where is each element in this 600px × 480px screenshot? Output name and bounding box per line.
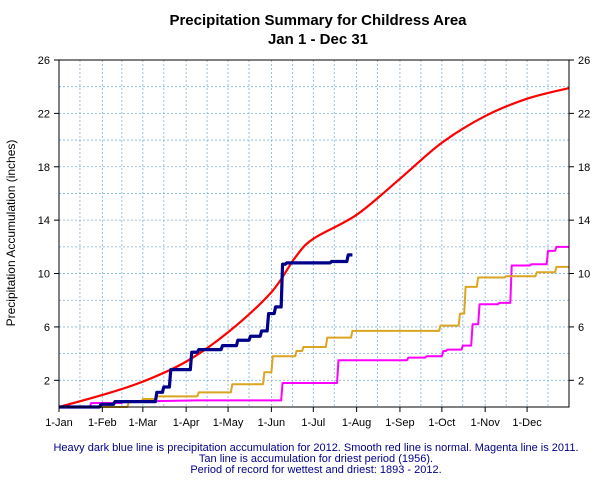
x-tick-label: 1-Oct xyxy=(428,417,455,429)
x-tick-label: 1-May xyxy=(213,417,244,429)
series-lines xyxy=(58,86,570,409)
caption-line-2: Tan line is accumulation for driest peri… xyxy=(199,453,433,465)
y-tick-label-left: 22 xyxy=(38,108,50,120)
x-tick-label: 1-Jan xyxy=(45,417,73,429)
x-tick-label: 1-Nov xyxy=(470,417,500,429)
x-tick-label: 1-Jun xyxy=(258,417,286,429)
y-tick-label-left: 10 xyxy=(38,269,50,281)
chart-subtitle: Jan 1 - Dec 31 xyxy=(268,31,368,48)
x-tick-label: 1-Mar xyxy=(128,417,157,429)
y-tick-label-right: 18 xyxy=(578,162,590,174)
y-tick-label-left: 26 xyxy=(38,55,50,67)
magenta-line xyxy=(59,245,569,408)
normal-line xyxy=(58,86,570,409)
y-tick-label-left: 2 xyxy=(44,375,50,387)
x-tick-label: 1-Apr xyxy=(173,417,200,429)
x-tick-label: 1-Sep xyxy=(385,417,414,429)
x-tick-label: 1-Feb xyxy=(88,417,117,429)
caption-line-1: Heavy dark blue line is precipitation ac… xyxy=(53,442,578,454)
plot-frame xyxy=(58,59,570,408)
chart-title: Precipitation Summary for Childress Area xyxy=(169,12,467,29)
y-tick-label-right: 2 xyxy=(578,375,584,387)
dark-blue-line xyxy=(59,253,353,409)
caption-line-3: Period of record for wettest and driest:… xyxy=(190,464,441,476)
y-tick-label-right: 26 xyxy=(578,55,590,67)
y-tick-label-right: 6 xyxy=(578,322,584,334)
y-tick-label-left: 6 xyxy=(44,322,50,334)
x-tick-label: 1-Aug xyxy=(342,417,371,429)
x-tick-label: 1-Jul xyxy=(301,417,325,429)
y-axis-label: Precipitation Accumulation (inches) xyxy=(4,140,18,327)
y-tick-label-right: 22 xyxy=(578,108,590,120)
y-tick-label-right: 10 xyxy=(578,269,590,281)
y-tick-label-left: 18 xyxy=(38,162,50,174)
y-tick-label-left: 14 xyxy=(38,215,50,227)
tan-line xyxy=(59,265,569,408)
x-tick-label: 1-Dec xyxy=(512,417,542,429)
y-tick-label-right: 14 xyxy=(578,215,590,227)
